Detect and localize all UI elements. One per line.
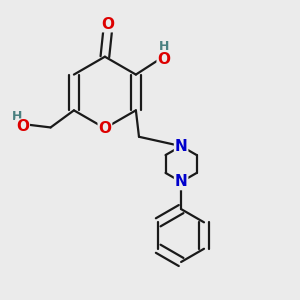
Text: O: O <box>158 52 170 67</box>
Text: O: O <box>16 119 29 134</box>
Text: O: O <box>101 16 115 32</box>
Text: N: N <box>175 139 188 154</box>
Text: H: H <box>159 40 169 53</box>
Text: H: H <box>12 110 22 123</box>
Text: O: O <box>98 121 111 136</box>
Text: N: N <box>175 174 188 189</box>
